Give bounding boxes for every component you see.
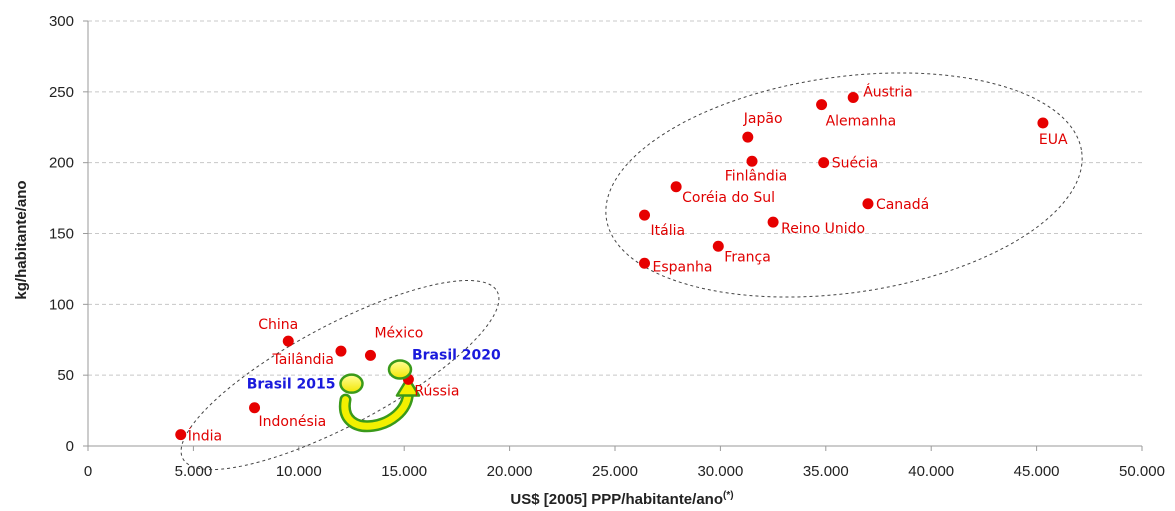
brasil-trajectory [338, 376, 421, 433]
point-label: China [258, 317, 298, 333]
point-label: Itália [651, 223, 686, 239]
point-label: México [374, 325, 423, 341]
y-tick-label: 200 [49, 155, 74, 172]
y-tick-label: 150 [49, 226, 74, 243]
data-point [335, 345, 347, 357]
y-axis-title: kg/habitante/ano [13, 180, 30, 299]
y-tick-label: 0 [66, 438, 74, 455]
x-tick-label: 25.000 [592, 463, 638, 480]
x-tick-label: 50.000 [1119, 463, 1165, 480]
point-label: Reino Unido [781, 221, 865, 237]
point-label: EUA [1039, 132, 1068, 148]
data-point [746, 155, 758, 167]
x-axis-title-sup: (*) [723, 490, 734, 501]
data-point [364, 349, 376, 361]
data-point [847, 92, 859, 103]
y-tick-label: 250 [49, 84, 74, 101]
data-point [818, 157, 830, 169]
x-tick-label: 10.000 [276, 463, 322, 480]
point-label: Indonésia [259, 414, 327, 430]
data-point [282, 335, 294, 347]
y-tick-label: 100 [49, 296, 74, 313]
data-point [1037, 117, 1049, 129]
y-tick-label: 50 [57, 367, 74, 384]
gridlines [88, 20, 1142, 376]
x-tick-label: 20.000 [487, 463, 533, 480]
data-points [175, 92, 1049, 441]
data-point [742, 131, 754, 143]
x-axis-title-main: US$ [2005] PPP/habitante/ano [510, 491, 723, 508]
data-point [249, 402, 261, 414]
x-axis-title: US$ [2005] PPP/habitante/ano(*) [510, 490, 733, 508]
point-label: Japão [743, 111, 783, 127]
data-point [862, 198, 874, 210]
highlight-label: Brasil 2015 [247, 377, 336, 393]
point-label: Espanha [653, 259, 713, 275]
data-point [767, 216, 779, 228]
x-tick-label: 45.000 [1014, 463, 1060, 480]
cluster-ellipses [180, 72, 1083, 471]
data-point [175, 429, 187, 441]
data-point [639, 209, 651, 221]
point-label: Áustria [863, 84, 912, 101]
data-point [712, 240, 724, 252]
point-label: Índia [188, 428, 222, 445]
data-point [639, 257, 651, 269]
highlight-bubble [387, 359, 413, 380]
x-tick-label: 30.000 [697, 463, 743, 480]
x-tick-label: 15.000 [381, 463, 427, 480]
data-point [816, 99, 828, 111]
arrow-body [341, 390, 412, 430]
axes: 0 50 100 150 200 250 300 0 5.000 10.000 15.000 20.0… [49, 13, 1165, 480]
y-tick-label: 300 [49, 13, 74, 30]
point-label: Coréia do Sul [682, 190, 775, 206]
cluster-ellipse-developed [605, 72, 1083, 298]
point-labels: Índia Indonésia China Tailândia México Rússia… [188, 84, 1068, 445]
point-label: Rússia [414, 383, 459, 399]
highlight-label: Brasil 2020 [412, 348, 501, 364]
point-label: Canadá [876, 197, 929, 213]
point-label: França [724, 249, 771, 265]
x-tick-label: 5.000 [175, 463, 213, 480]
x-tick-label: 40.000 [908, 463, 954, 480]
point-label: Finlândia [725, 168, 788, 184]
arrow-head [395, 376, 421, 397]
data-point [670, 181, 682, 193]
point-label: Suécia [832, 156, 879, 172]
point-label: Tailândia [272, 352, 334, 368]
point-label: Alemanha [826, 114, 897, 130]
x-tick-label: 0 [84, 463, 92, 480]
x-tick-label: 35.000 [803, 463, 849, 480]
highlight-bubble [339, 373, 364, 394]
